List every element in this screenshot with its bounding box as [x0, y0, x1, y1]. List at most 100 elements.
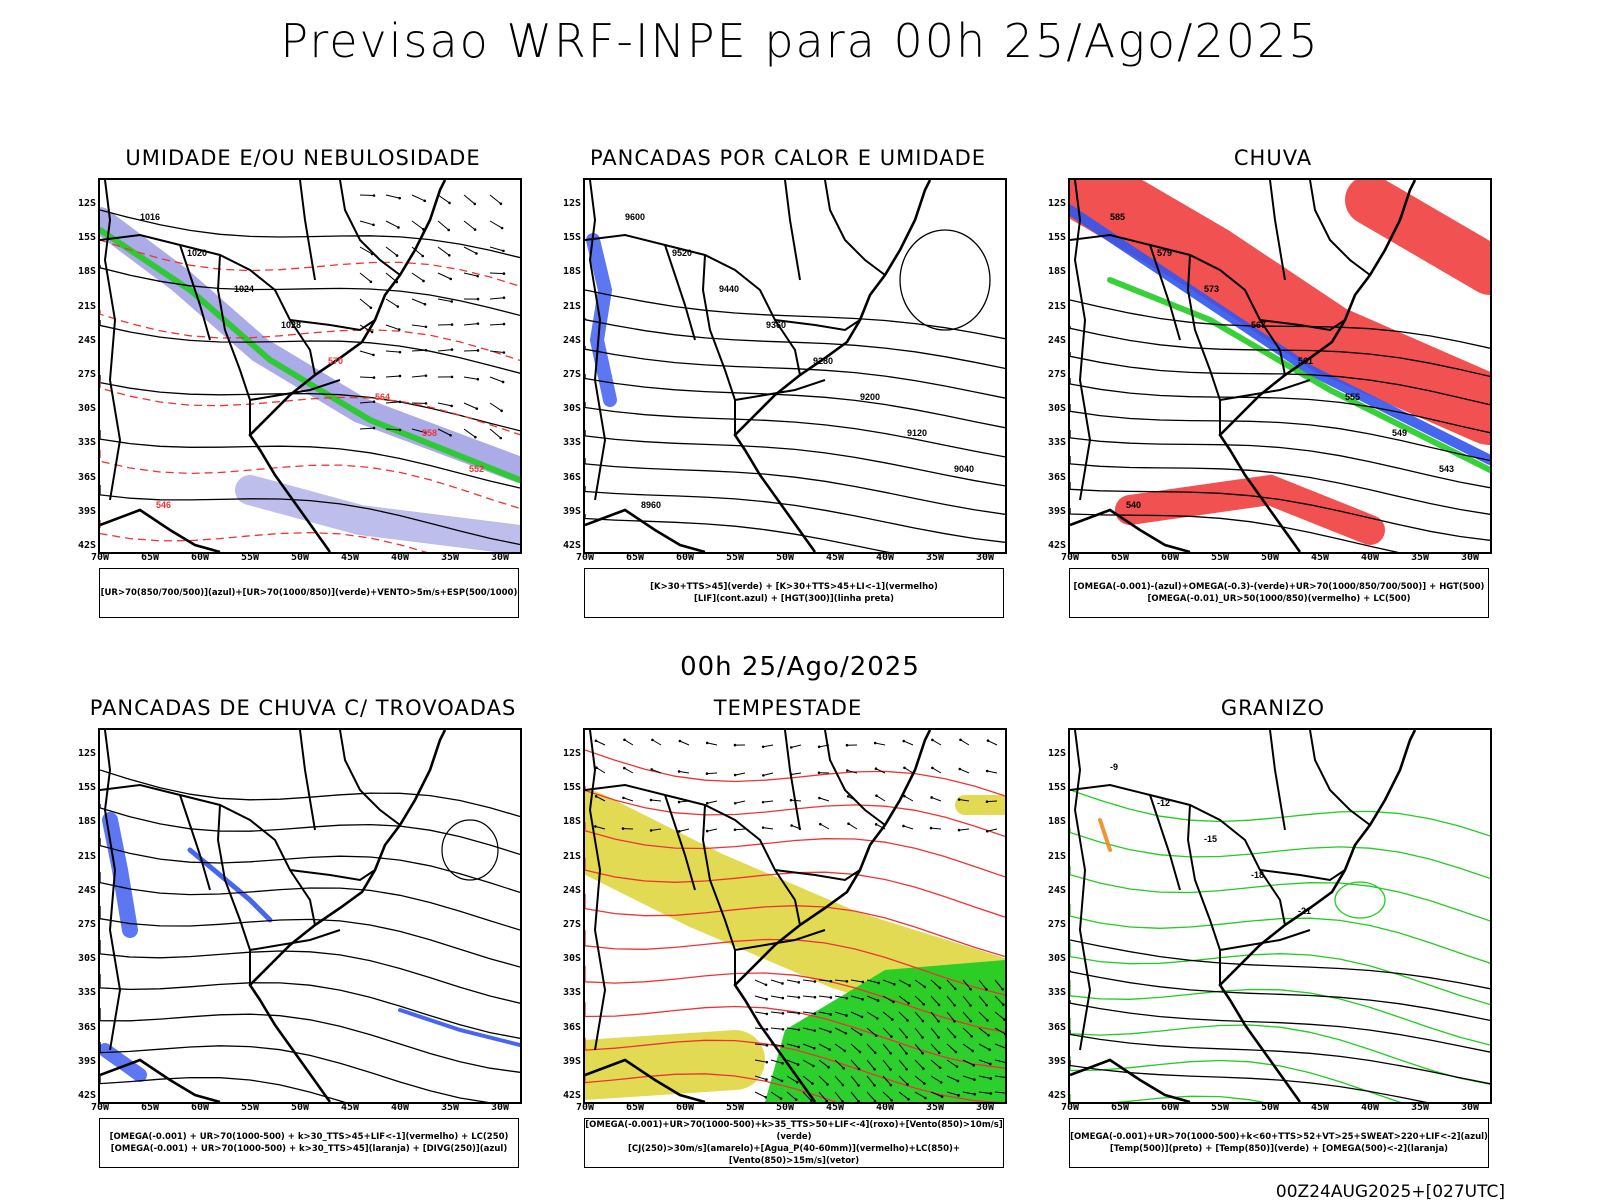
wind-vector: [464, 247, 476, 253]
longitude-label: 45W: [1311, 1102, 1329, 1113]
latitude-label: 24S: [68, 335, 96, 346]
legend-line: [CJ(250)>30m/s](amarelo)+[Agua_P(40-60mm…: [585, 1143, 1003, 1167]
wind-vector-head: [954, 1036, 957, 1039]
wind-vector-head: [970, 1035, 973, 1038]
wind-vector: [679, 771, 689, 773]
wind-vector-head: [889, 1052, 892, 1055]
wind-vector-head: [797, 1046, 800, 1049]
longitude-label: 35W: [1411, 552, 1429, 563]
wind-vector-head: [499, 437, 502, 440]
longitude-label: 40W: [391, 552, 409, 563]
wind-vector: [360, 377, 374, 378]
wind-vector-head: [957, 1080, 960, 1083]
state-border: [785, 730, 800, 830]
longitude-label: 55W: [1211, 552, 1229, 563]
wind-vector-head: [790, 824, 793, 827]
streamline: [100, 1076, 520, 1102]
wind-vector-head: [907, 1002, 910, 1005]
wind-vector-head: [875, 1034, 878, 1037]
state-border: [775, 320, 860, 330]
streamline: [100, 804, 520, 854]
wind-vector-head: [370, 306, 373, 309]
state-border: [180, 795, 210, 890]
wind-vector-head: [734, 828, 737, 831]
wind-vector-head: [921, 1052, 924, 1055]
wind-vector-head: [678, 770, 681, 773]
panel-title: TEMPESTADE: [553, 696, 1023, 720]
wind-vector: [903, 826, 913, 829]
latitude-label: 21S: [1038, 851, 1066, 862]
wind-vector: [360, 428, 374, 429]
panel-legend: [OMEGA(-0.001) + UR>70(1000-500) + k>30_…: [99, 1118, 519, 1168]
wind-vector-head: [766, 1044, 769, 1047]
contour-label: 8960: [641, 500, 661, 510]
wind-vector: [490, 377, 503, 382]
wind-vector-head: [844, 1032, 847, 1035]
longitude-label: 65W: [626, 1102, 644, 1113]
wind-vector-head: [766, 1013, 769, 1016]
latitude-label: 27S: [1038, 369, 1066, 380]
wind-vector-head: [798, 1012, 801, 1015]
wind-vector-head: [1001, 988, 1004, 991]
wind-vector-head: [953, 1020, 956, 1023]
temperature-850-contour: [1070, 828, 1490, 878]
wind-vector-head: [762, 801, 765, 804]
panel-legend: [OMEGA(-0.001)-(azul)+OMEGA(-0.3)-(verde…: [1069, 568, 1489, 618]
wind-vector: [438, 350, 452, 351]
wind-vector-head: [873, 1068, 876, 1071]
wind-vector: [652, 740, 661, 745]
wind-vector-head: [985, 1004, 988, 1007]
wind-vector: [438, 221, 449, 230]
longitude-label: 30W: [976, 1102, 994, 1113]
wind-vector-head: [447, 229, 450, 232]
longitude-label: 70W: [1061, 1102, 1079, 1113]
wind-vector: [412, 221, 423, 229]
wind-vector-head: [474, 228, 477, 231]
map-svg: [585, 730, 1005, 1102]
contour-label: 555: [1345, 392, 1360, 402]
latitude-label: 33S: [553, 437, 581, 448]
contour-label: -12: [1157, 798, 1170, 808]
latitude-label: 18S: [1038, 816, 1066, 827]
wind-vector-head: [425, 326, 428, 329]
wind-vector-head: [955, 1051, 958, 1054]
longitude-label: 65W: [141, 552, 159, 563]
wind-vector: [412, 325, 426, 327]
wind-vector: [412, 350, 426, 351]
wind-vector: [771, 980, 782, 983]
contour-label: 9200: [860, 392, 880, 402]
wind-vector-head: [922, 1020, 925, 1023]
wind-vector-head: [764, 1096, 767, 1099]
contour-label: -21: [1298, 906, 1311, 916]
latitude-label: 18S: [68, 266, 96, 277]
longitude-label: 35W: [441, 552, 459, 563]
wind-vector-head: [450, 300, 453, 303]
legend-line: [LIF](cont.azul) + [HGT(300)](linha pret…: [694, 593, 894, 605]
wind-vector-head: [765, 1078, 768, 1081]
wind-vector-head: [889, 1068, 892, 1071]
wind-vector-head: [827, 1066, 830, 1069]
wind-vector-head: [829, 1031, 832, 1034]
longitude-label: 55W: [726, 552, 744, 563]
wind-vector-head: [780, 1097, 783, 1100]
wind-vector-head: [762, 826, 765, 829]
wind-vector-head: [370, 280, 373, 283]
wind-vector: [412, 195, 425, 201]
contour-label: 564: [375, 392, 390, 402]
wind-vector-head: [797, 981, 800, 984]
wind-vector-head: [474, 436, 477, 439]
wind-vector-head: [986, 830, 989, 833]
contour-label: -15: [1204, 834, 1217, 844]
wind-vector-head: [876, 1017, 879, 1020]
panel-title: GRANIZO: [1038, 696, 1508, 720]
coastline: [1070, 730, 1415, 1102]
wind-vector-head: [931, 739, 934, 742]
wind-vector-head: [987, 739, 990, 742]
wind-vector-head: [398, 197, 401, 200]
wind-vector-head: [988, 1048, 991, 1051]
contour-label: 585: [1110, 212, 1125, 222]
wind-vector-head: [425, 374, 428, 377]
wind-vector: [438, 247, 449, 255]
longitude-label: 45W: [341, 552, 359, 563]
